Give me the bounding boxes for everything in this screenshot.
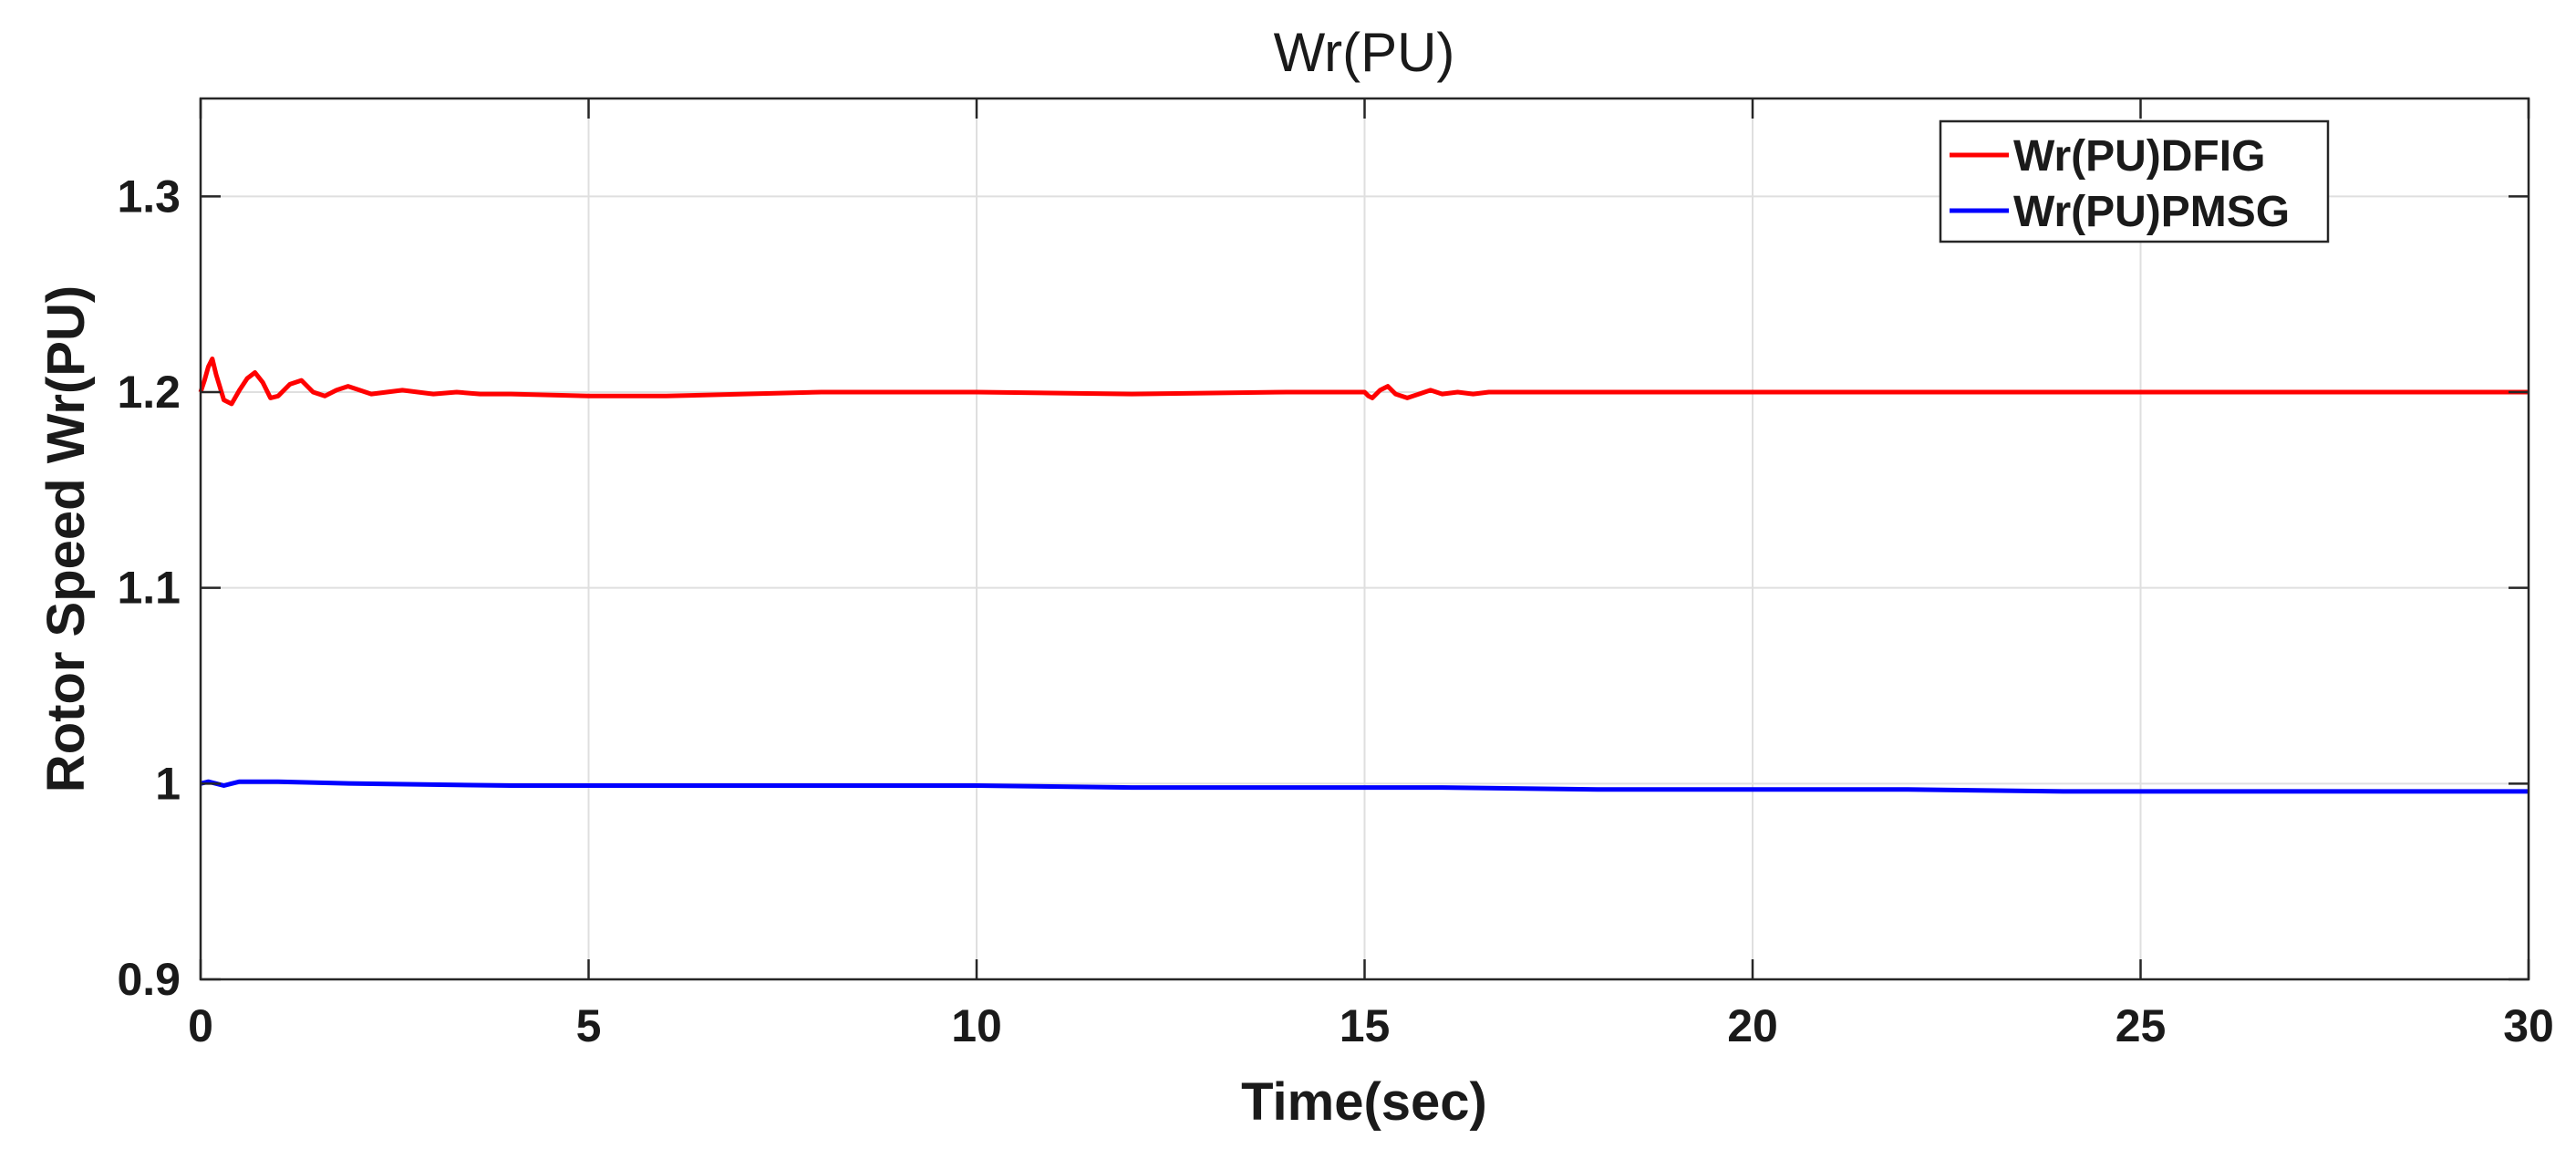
legend-label-dfig: Wr(PU)DFIG bbox=[2013, 132, 2265, 181]
y-tick-label: 1.2 bbox=[117, 367, 181, 418]
x-tick-label: 20 bbox=[1727, 1000, 1778, 1051]
x-tick-label: 30 bbox=[2503, 1000, 2554, 1051]
x-axis-label: Time(sec) bbox=[1241, 1072, 1487, 1132]
tick-labels: 0 5 10 15 20 25 30 0.9 1 1.1 1.2 1.3 bbox=[117, 171, 2553, 1051]
x-tick-label: 10 bbox=[951, 1000, 1002, 1051]
series-line-1 bbox=[200, 779, 2529, 794]
x-tick-label: 0 bbox=[188, 1000, 213, 1051]
legend-box bbox=[1939, 119, 2330, 243]
chart-title: Wr(PU) bbox=[1274, 22, 1455, 83]
axis-ticks bbox=[199, 98, 2530, 981]
series-layer bbox=[198, 357, 2529, 794]
x-tick-label: 5 bbox=[576, 1000, 602, 1051]
y-tick-label: 1.3 bbox=[117, 171, 181, 222]
series-line-0 bbox=[198, 357, 2529, 407]
y-tick-label: 0.9 bbox=[117, 954, 181, 1005]
y-tick-label: 1.1 bbox=[117, 563, 181, 614]
legend-label-pmsg: Wr(PU)PMSG bbox=[2013, 188, 2290, 236]
x-tick-label: 15 bbox=[1340, 1000, 1391, 1051]
legend: Wr(PU)DFIG Wr(PU)PMSG bbox=[1939, 119, 2330, 243]
y-axis-label: Rotor Speed Wr(PU) bbox=[36, 285, 96, 792]
x-tick-label: 25 bbox=[2116, 1000, 2167, 1051]
y-tick-label: 1 bbox=[155, 758, 181, 809]
